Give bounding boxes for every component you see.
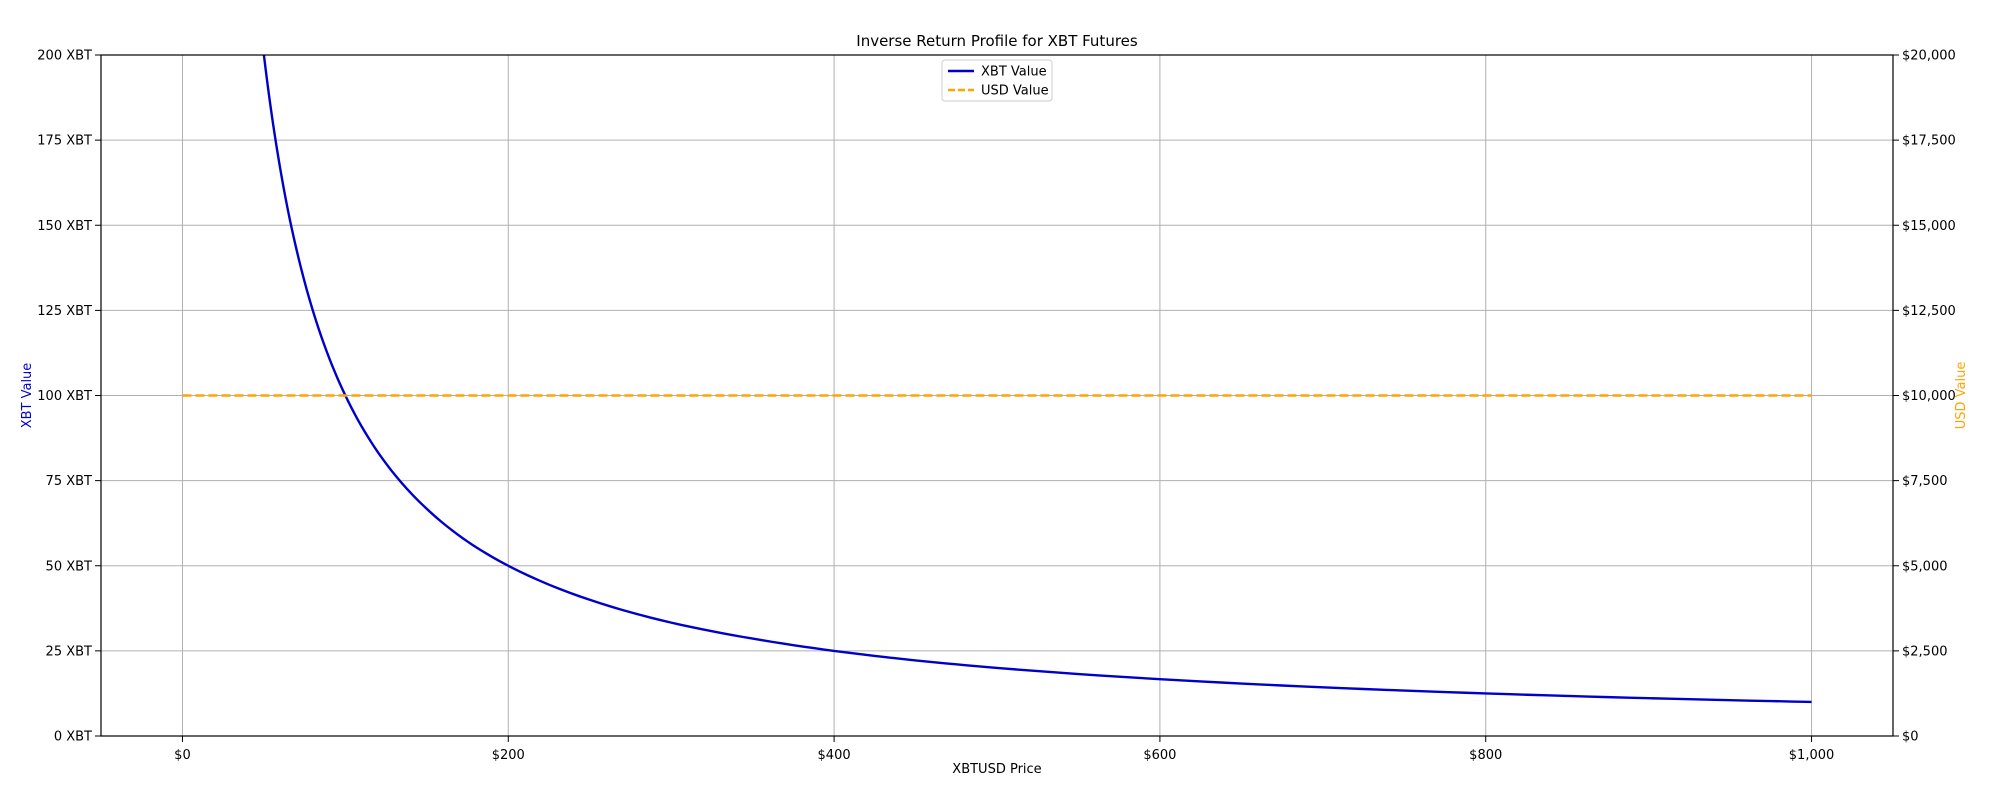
y-right-tick-label: $10,000	[1902, 389, 1956, 404]
x-tick-label: $400	[818, 748, 851, 763]
y-left-tick-label: 150 XBT	[37, 219, 92, 234]
x-tick-label: $200	[492, 748, 525, 763]
x-tick-label: $0	[174, 748, 191, 763]
chart-title: Inverse Return Profile for XBT Futures	[856, 32, 1138, 50]
y-right-axis-ticks: $0 $2,500 $5,000 $7,500 $10,000 $12,500 $15,00…	[1893, 49, 1956, 745]
series-layer	[182, 54, 1812, 704]
x-tick-label: $800	[1469, 748, 1502, 763]
y-left-tick-label: 50 XBT	[46, 559, 92, 574]
y-left-tick-label: 75 XBT	[46, 474, 92, 489]
y-left-tick-label: 0 XBT	[54, 730, 92, 745]
y-left-axis-label: XBT Value	[20, 363, 35, 429]
y-right-tick-label: $7,500	[1902, 474, 1948, 489]
y-right-tick-label: $17,500	[1902, 134, 1956, 149]
y-right-tick-label: $5,000	[1902, 559, 1948, 574]
x-tick-label: $1,000	[1789, 748, 1835, 763]
x-axis-ticks: $0 $200 $400 $600 $800 $1,000	[174, 736, 1834, 763]
y-right-tick-label: $20,000	[1902, 49, 1956, 64]
grid	[101, 54, 1893, 737]
x-tick-label: $600	[1143, 748, 1176, 763]
y-right-tick-label: $2,500	[1902, 644, 1948, 659]
legend-label-xbt-value: XBT Value	[981, 65, 1047, 80]
y-right-tick-label: $0	[1902, 730, 1919, 745]
x-axis-label: XBTUSD Price	[952, 762, 1041, 777]
y-left-tick-label: 200 XBT	[37, 49, 92, 64]
legend-label-usd-value: USD Value	[981, 84, 1049, 99]
y-right-axis-label: USD Value	[1954, 362, 1969, 430]
y-left-tick-label: 100 XBT	[37, 389, 92, 404]
legend: XBT Value USD Value	[941, 59, 1053, 102]
y-left-tick-label: 175 XBT	[37, 134, 92, 149]
y-right-tick-label: $15,000	[1902, 219, 1956, 234]
y-left-axis-ticks: 0 XBT 25 XBT 50 XBT 75 XBT 100 XBT 125 XBT 150…	[37, 49, 101, 745]
y-left-tick-label: 125 XBT	[37, 304, 92, 319]
series-line-xbt-value	[262, 54, 1812, 704]
y-left-tick-label: 25 XBT	[46, 644, 92, 659]
y-right-tick-label: $12,500	[1902, 304, 1956, 319]
